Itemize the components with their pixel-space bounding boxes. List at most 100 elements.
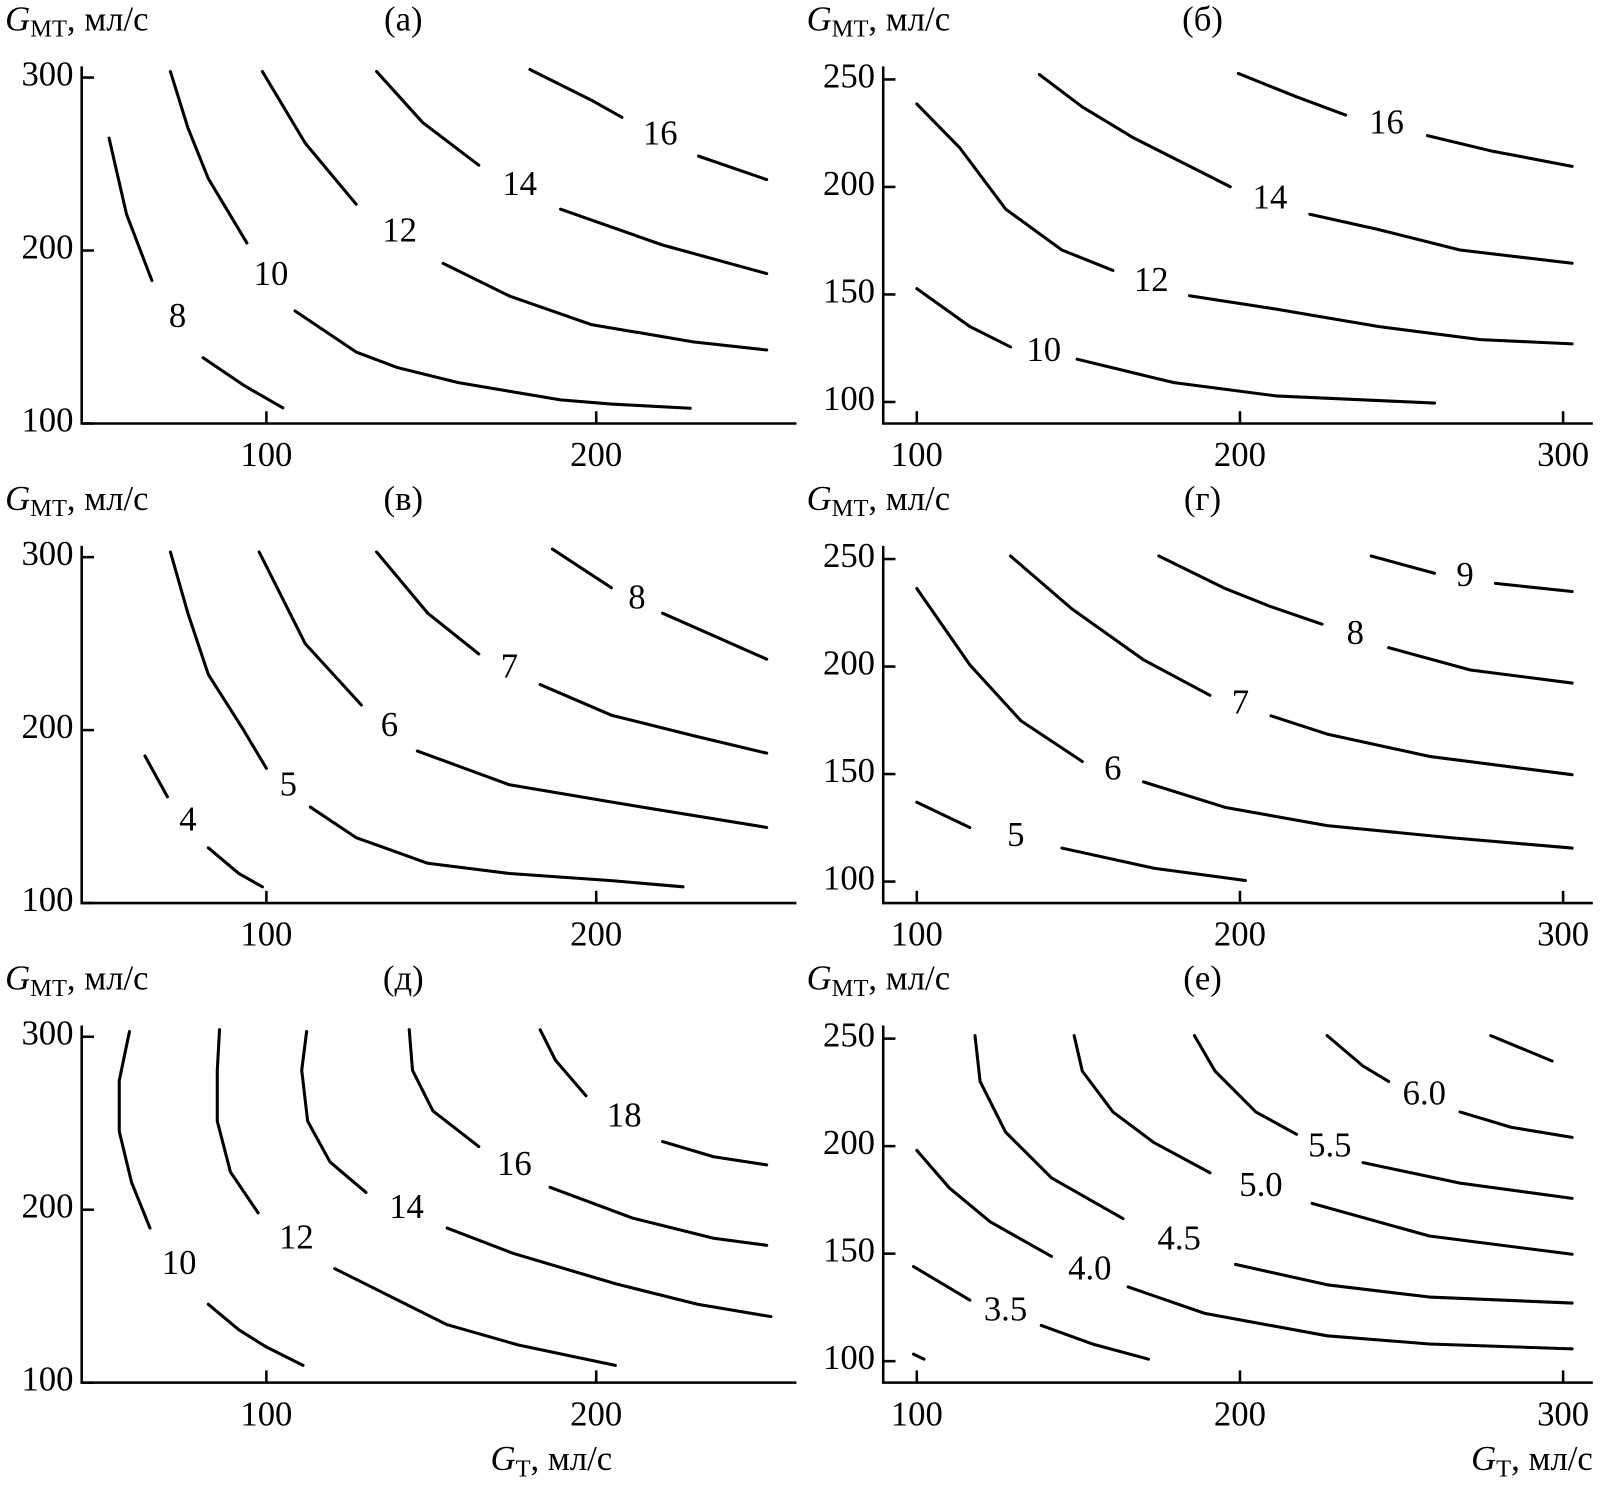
contour-label: 16	[497, 1144, 532, 1183]
label-symbol: G	[5, 479, 30, 518]
contour-label: 9	[1456, 555, 1473, 594]
y-tick-label: 100	[823, 859, 875, 898]
x-tick-label: 100	[240, 435, 292, 474]
label-unit: , мл/с	[67, 0, 149, 38]
x-tick-label: 200	[570, 1394, 622, 1433]
axes	[881, 66, 1593, 425]
y-tick-label: 100	[823, 379, 875, 418]
y-tick-label: 250	[823, 1016, 875, 1055]
contour-line	[300, 1030, 773, 1319]
y-axis-label: GМТ, мл/с	[5, 479, 148, 522]
contour-line	[1072, 1034, 1574, 1256]
y-tick-label: 200	[823, 164, 875, 203]
contour-line	[915, 586, 1574, 850]
y-tick-label: 200	[21, 227, 73, 266]
y-tick-label: 100	[21, 880, 73, 919]
label-unit: , мл/с	[67, 479, 149, 518]
y-axis-label: GМТ, мл/с	[807, 479, 950, 522]
x-tick-label: 200	[570, 435, 622, 474]
contour-line	[168, 550, 685, 889]
contour-line	[107, 136, 285, 410]
label-subscript: МТ	[832, 15, 869, 42]
label-subscript: МТ	[30, 974, 67, 1001]
contour-label: 10	[1026, 330, 1061, 369]
y-tick-label: 300	[21, 534, 73, 573]
contour-line	[550, 547, 769, 661]
contour-line	[528, 67, 769, 182]
contour-label: 5.5	[1308, 1125, 1351, 1164]
contour-label: 14	[502, 164, 537, 203]
contour-label: 3.5	[984, 1290, 1027, 1329]
contour-line	[1008, 554, 1574, 777]
x-tick-label: 200	[1214, 915, 1266, 954]
label-symbol: G	[491, 1439, 516, 1478]
y-tick-label: 200	[21, 1187, 73, 1226]
y-tick-label: 200	[823, 644, 875, 683]
contour-line	[915, 102, 1574, 346]
contour-line	[407, 1028, 769, 1247]
contour-label: 12	[1134, 260, 1169, 299]
label-symbol: G	[5, 959, 30, 998]
y-tick-label: 200	[21, 707, 73, 746]
y-tick-label: 150	[823, 271, 875, 310]
contour-line	[1236, 71, 1574, 168]
contour-line	[538, 1028, 769, 1167]
x-tick-label: 100	[891, 915, 943, 954]
x-tick-label: 100	[891, 1394, 943, 1433]
panel-title: (в)	[384, 479, 423, 518]
contour-label: 16	[1369, 102, 1404, 141]
contour-line	[257, 550, 769, 829]
contour-label: 12	[382, 211, 417, 250]
x-tick-label: 100	[240, 1394, 292, 1433]
contour-label: 6	[1104, 749, 1121, 788]
x-tick-label: 300	[1537, 435, 1589, 474]
x-axis-label: GТ, мл/с	[491, 1439, 613, 1482]
x-tick-label: 100	[240, 915, 292, 954]
contour-line	[1489, 1034, 1554, 1063]
contour-label: 14	[1253, 177, 1288, 216]
contour-label: 6	[381, 705, 398, 744]
contour-label: 5	[1007, 815, 1024, 854]
contour-line	[143, 754, 264, 889]
contour-label: 4.0	[1068, 1249, 1111, 1288]
contour-label: 5.0	[1239, 1165, 1282, 1204]
contour-line	[973, 1034, 1574, 1305]
y-tick-label: 250	[823, 56, 875, 95]
x-tick-label: 200	[570, 915, 622, 954]
contour-line	[911, 1265, 1151, 1361]
label-symbol: G	[807, 959, 832, 998]
label-unit: , мл/с	[531, 1439, 613, 1478]
contour-label: 7	[501, 646, 518, 685]
panel-title: (г)	[1184, 479, 1221, 518]
contour-label: 16	[643, 114, 678, 153]
x-tick-label: 300	[1537, 1394, 1589, 1433]
contour-label: 4	[179, 799, 196, 838]
contour-label: 10	[162, 1243, 197, 1282]
label-unit: , мл/с	[868, 479, 950, 518]
label-symbol: G	[5, 0, 30, 38]
contour-label: 8	[169, 296, 186, 335]
y-axis-label: GМТ, мл/с	[5, 959, 148, 1002]
contour-label: 8	[628, 577, 645, 616]
contour-line	[1037, 72, 1574, 265]
label-symbol: G	[1471, 1439, 1496, 1478]
label-subscript: МТ	[30, 495, 67, 522]
label-unit: , мл/с	[868, 959, 950, 998]
y-tick-label: 250	[823, 536, 875, 575]
label-unit: , мл/с	[1511, 1439, 1593, 1478]
contour-line	[375, 550, 769, 755]
y-axis-label: GМТ, мл/с	[5, 0, 148, 42]
y-tick-label: 150	[823, 751, 875, 790]
contour-line	[215, 1028, 617, 1367]
axes	[881, 1025, 1593, 1384]
contour-label: 18	[607, 1096, 642, 1135]
contour-line	[915, 800, 1248, 883]
x-tick-label: 300	[1537, 915, 1589, 954]
contour-line	[260, 70, 769, 352]
contour-label: 10	[254, 254, 289, 293]
label-subscript: МТ	[832, 974, 869, 1001]
panel-title: (б)	[1182, 0, 1223, 38]
contour-label: 12	[279, 1218, 314, 1257]
contour-line	[911, 1352, 926, 1361]
